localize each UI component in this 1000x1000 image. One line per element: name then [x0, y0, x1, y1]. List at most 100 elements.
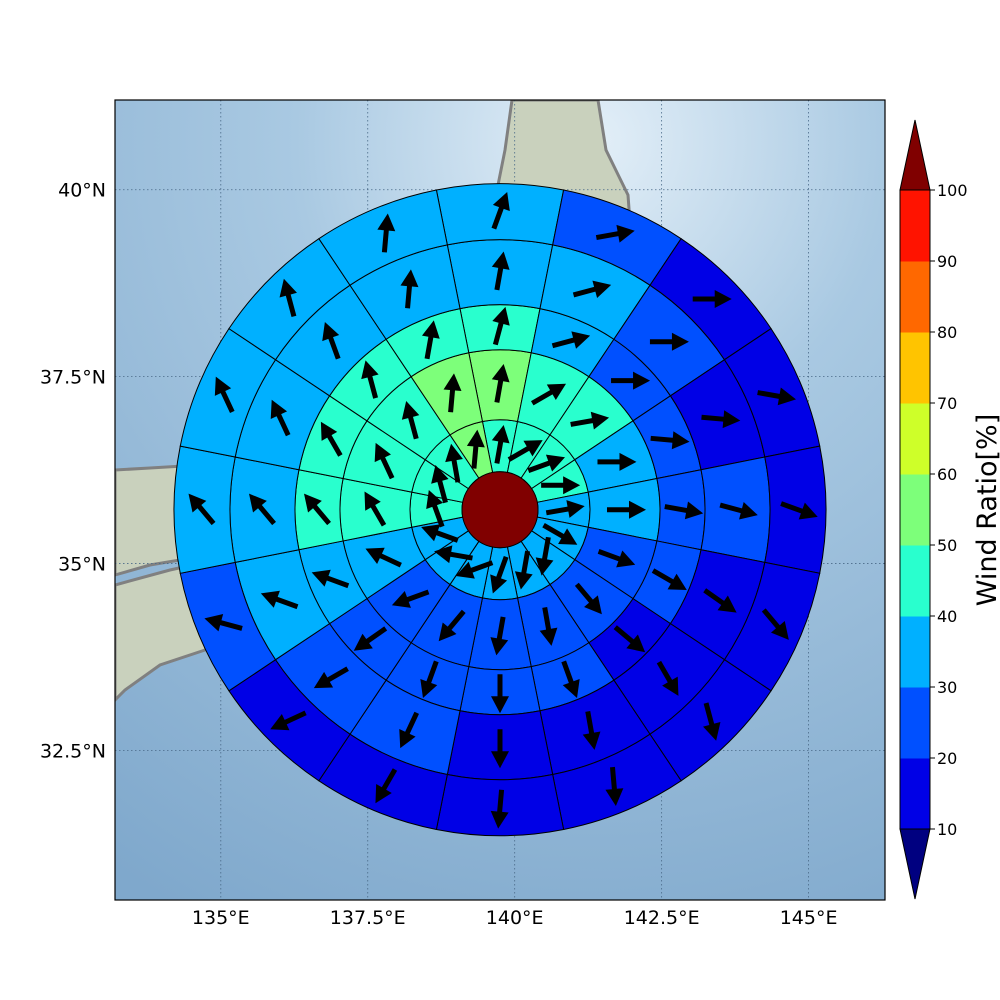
y-tick-label: 40°N: [58, 180, 106, 202]
wind-arrow: [542, 523, 578, 545]
colorbar-bin: [900, 332, 930, 404]
wind-arrow: [311, 569, 350, 589]
colorbar-bin: [900, 545, 930, 617]
wind-arrow: [214, 376, 235, 414]
wind-arrow: [361, 360, 379, 399]
wind-arrow: [491, 729, 509, 769]
wind-ratio-sectors: [173, 183, 827, 837]
wind-arrow: [527, 454, 565, 473]
wind-arrow: [539, 607, 558, 646]
wind-arrow: [377, 213, 396, 253]
wind-arrow: [514, 550, 533, 590]
wind-arrow: [391, 589, 430, 608]
wind-arrow: [249, 493, 276, 526]
wind-arrow: [490, 789, 509, 829]
colorbar-under-triangle: [899, 828, 931, 900]
wind-arrow: [420, 660, 439, 699]
wind-arrow: [421, 524, 459, 543]
wind-arrows: [188, 191, 818, 829]
wind-arrow: [260, 590, 299, 610]
y-tick-label: 35°N: [58, 554, 106, 576]
colorbar-tick-label: 100: [937, 181, 968, 200]
wind-arrow: [605, 766, 624, 806]
wind-arrow: [651, 568, 687, 591]
wind-arrow: [204, 614, 243, 632]
wind-arrow: [574, 582, 602, 615]
wind-arrow: [597, 549, 636, 568]
x-tick-label: 135°E: [192, 907, 250, 929]
colorbar-bin: [900, 758, 930, 830]
colorbar-tick-label: 40: [937, 607, 957, 626]
wind-arrow: [491, 425, 510, 464]
wind-arrow: [491, 191, 510, 230]
wind-arrow: [443, 373, 462, 413]
colorbar-over-triangle: [899, 119, 931, 191]
wind-arrow: [270, 399, 291, 437]
wind-arrow: [320, 421, 343, 457]
wind-arrow: [613, 625, 646, 653]
wind-arrow: [466, 429, 485, 469]
colorbar-tick-label: 90: [937, 252, 957, 271]
colorbar-bin: [900, 190, 930, 262]
wind-arrow: [611, 371, 651, 390]
wind-arrow: [421, 320, 440, 360]
wind-arrow: [426, 489, 445, 528]
wind-arrow: [535, 536, 554, 576]
x-tick-label: 142.5°E: [624, 907, 700, 929]
wind-arrow: [491, 364, 510, 403]
sector-cell: [318, 189, 448, 286]
wind-arrow: [530, 383, 567, 406]
wind-arrow: [304, 493, 331, 526]
x-tick-label: 140°E: [486, 907, 544, 929]
wind-arrow: [650, 431, 690, 450]
colorbar-outline: [899, 189, 931, 830]
y-axis-ticks: 32.5°N 35°N 37.5°N 40°N: [40, 180, 106, 763]
wind-arrow: [664, 501, 704, 520]
wind-arrow: [188, 493, 216, 526]
wind-arrow: [490, 555, 509, 594]
wind-arrow: [322, 322, 341, 360]
colorbar-bin: [900, 687, 930, 759]
wind-arrow: [570, 411, 610, 430]
colorbar-bin: [900, 403, 930, 475]
colorbar-label: Wind Ratio[%]: [972, 414, 1000, 606]
wind-arrow: [561, 660, 580, 699]
wind-arrow: [399, 711, 419, 749]
colorbar-bin: [900, 474, 930, 546]
wind-arrow: [455, 560, 494, 579]
colorbar-tick-label: 70: [937, 394, 957, 413]
wind-arrow: [270, 710, 307, 731]
x-tick-label: 145°E: [780, 907, 838, 929]
wind-arrow: [649, 332, 689, 351]
x-axis-ticks: 135°E 137.5°E 140°E 142.5°E 145°E: [192, 907, 838, 929]
wind-arrow: [595, 224, 635, 243]
colorbar-tick-label: 20: [937, 749, 957, 768]
wind-arrow: [761, 608, 789, 640]
wind-arrow: [431, 464, 449, 504]
wind-arrow: [353, 626, 388, 651]
wind-arrow: [656, 660, 679, 696]
wind-arrow: [551, 331, 591, 349]
wind-arrow: [701, 410, 741, 429]
wind-arrow: [375, 768, 398, 804]
wind-arrow: [582, 710, 601, 750]
wind-arrow: [365, 547, 402, 568]
colorbar-tick-label: 50: [937, 536, 957, 555]
colorbar-tick-label: 60: [937, 465, 957, 484]
wind-arrow: [541, 476, 581, 495]
colorbar: 10 20 30 40 50 60 70 80 90 100: [899, 119, 968, 900]
y-tick-label: 37.5°N: [40, 367, 106, 389]
wind-arrow: [703, 702, 721, 741]
wind-arrow: [490, 616, 509, 656]
colorbar-tick-label: 10: [937, 820, 957, 839]
wind-arrow: [607, 500, 646, 519]
wind-arrow: [703, 588, 737, 613]
center-disk: [461, 471, 539, 549]
wind-arrow: [364, 491, 387, 527]
wind-arrow: [572, 280, 612, 298]
wind-arrow: [434, 545, 473, 564]
wind-arrow: [492, 306, 510, 346]
wind-arrow: [597, 452, 637, 471]
wind-arrow: [313, 666, 349, 689]
